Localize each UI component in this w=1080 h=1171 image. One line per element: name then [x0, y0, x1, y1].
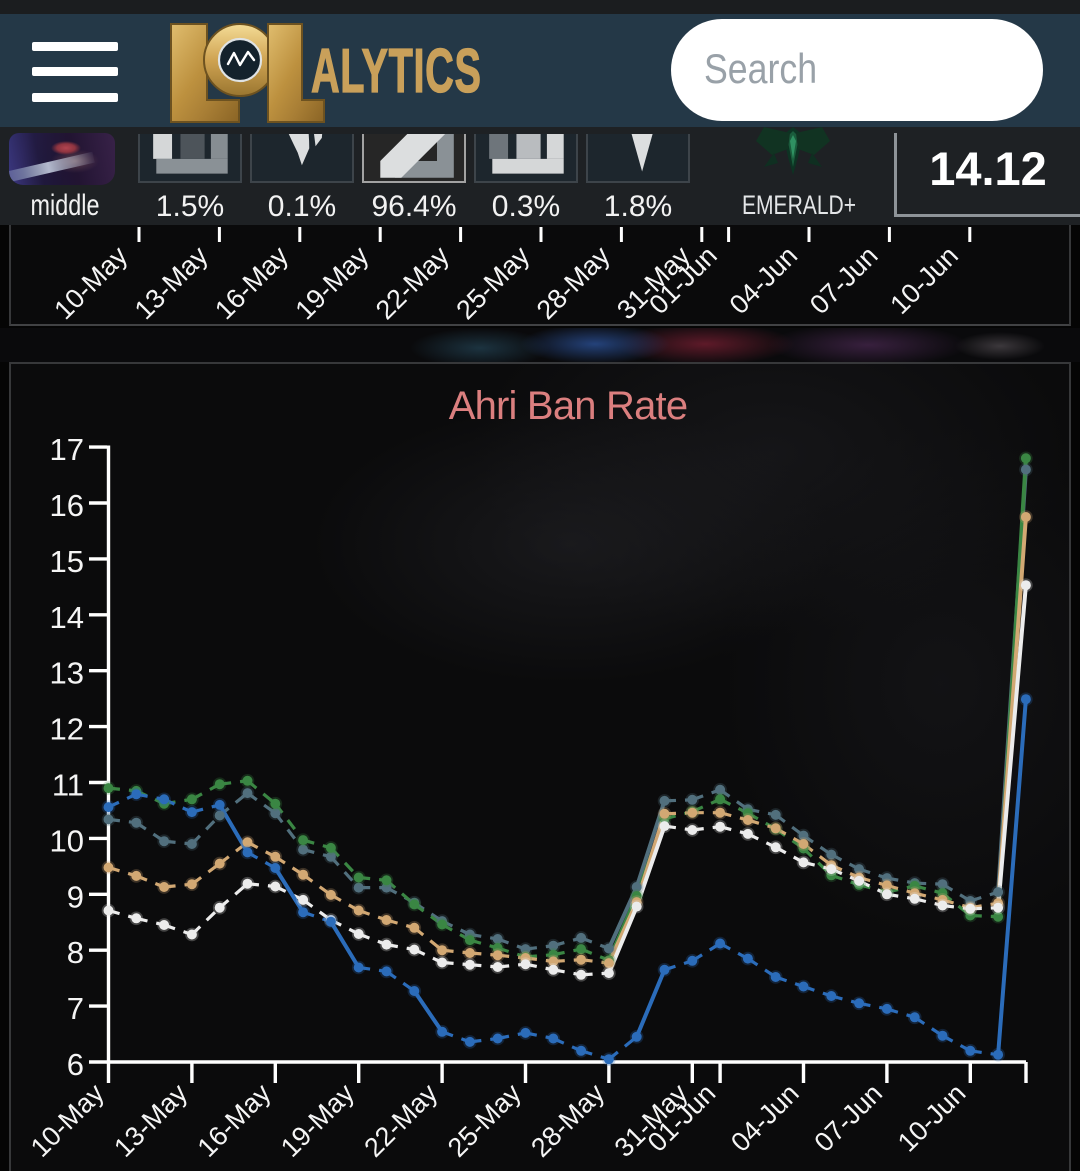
svg-text:16-May: 16-May	[192, 1078, 277, 1163]
svg-text:14: 14	[50, 600, 84, 635]
svg-text:13-May: 13-May	[108, 1078, 193, 1163]
svg-text:22-May: 22-May	[358, 1078, 443, 1163]
svg-text:12: 12	[50, 712, 84, 747]
svg-text:25-May: 25-May	[450, 240, 535, 325]
svg-text:04-Jun: 04-Jun	[725, 1078, 805, 1158]
svg-text:10-May: 10-May	[48, 240, 133, 325]
svg-text:28-May: 28-May	[525, 1078, 610, 1163]
svg-text:16: 16	[50, 488, 84, 523]
svg-text:6: 6	[67, 1047, 84, 1082]
svg-text:19-May: 19-May	[275, 1078, 360, 1163]
svg-text:10-Jun: 10-Jun	[892, 1078, 972, 1158]
svg-text:22-May: 22-May	[370, 240, 455, 325]
svg-text:16-May: 16-May	[209, 240, 294, 325]
svg-text:25-May: 25-May	[442, 1078, 527, 1163]
svg-text:13-May: 13-May	[129, 240, 214, 325]
svg-text:13: 13	[50, 656, 84, 691]
svg-text:19-May: 19-May	[290, 240, 375, 325]
svg-text:17: 17	[50, 432, 84, 467]
svg-text:9: 9	[67, 879, 84, 914]
svg-text:07-Jun: 07-Jun	[804, 240, 884, 320]
svg-text:Ahri Ban Rate: Ahri Ban Rate	[449, 384, 688, 428]
svg-text:10-Jun: 10-Jun	[884, 240, 964, 320]
svg-text:15: 15	[50, 544, 84, 579]
svg-text:7: 7	[67, 991, 84, 1026]
svg-text:10: 10	[50, 823, 84, 858]
svg-text:11: 11	[52, 768, 84, 803]
svg-text:04-Jun: 04-Jun	[724, 240, 804, 320]
svg-text:10-May: 10-May	[25, 1078, 110, 1163]
svg-text:28-May: 28-May	[531, 240, 616, 325]
svg-text:8: 8	[67, 935, 84, 970]
svg-text:07-Jun: 07-Jun	[809, 1078, 889, 1158]
